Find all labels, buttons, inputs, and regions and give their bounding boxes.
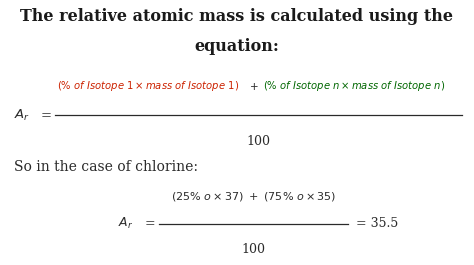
Text: 100: 100 — [242, 242, 265, 256]
Text: 100: 100 — [246, 135, 270, 148]
Text: $\it{(\%\ of\ Isotope\ n \times mass\ of\ Isotope\ n)}$: $\it{(\%\ of\ Isotope\ n \times mass\ of… — [263, 79, 445, 93]
Text: So in the case of chlorine:: So in the case of chlorine: — [14, 160, 198, 174]
Text: $+$: $+$ — [249, 81, 258, 92]
Text: $A_r$: $A_r$ — [14, 108, 30, 123]
Text: $\it{(25\%\ o \times 37)\ +\ (75\%\ o \times 35)}$: $\it{(25\%\ o \times 37)\ +\ (75\%\ o \t… — [171, 189, 336, 203]
Text: $A_r$: $A_r$ — [118, 217, 134, 231]
Text: =: = — [40, 109, 51, 122]
Text: =: = — [145, 217, 155, 231]
Text: = 35.5: = 35.5 — [356, 217, 398, 231]
Text: $\it{(\%\ of\ Isotope\ 1 \times mass\ of\ Isotope\ 1)}$: $\it{(\%\ of\ Isotope\ 1 \times mass\ of… — [57, 79, 239, 93]
Text: equation:: equation: — [194, 38, 280, 55]
Text: The relative atomic mass is calculated using the: The relative atomic mass is calculated u… — [20, 8, 454, 25]
